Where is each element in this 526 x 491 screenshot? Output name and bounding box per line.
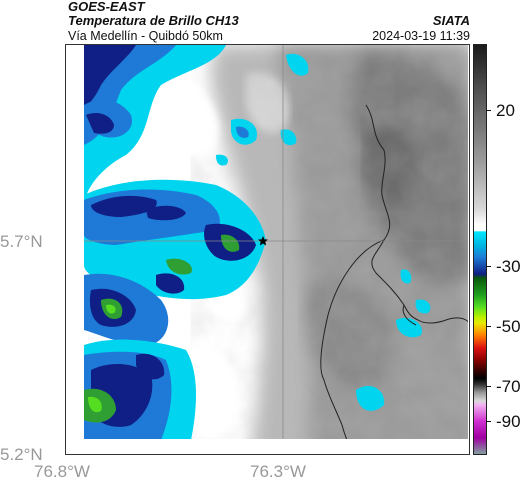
region-label: Vía Medellín - Quibdó 50km [68,29,223,43]
colorbar-tick-m90 [486,421,491,422]
satellite-title: GOES-EAST [68,0,145,14]
lon-label-76-8: 76.8°W [34,462,90,481]
colorbar-tick-m30 [486,266,491,267]
product-title: Temperatura de Brillo CH13 [68,13,239,28]
datetime-label: 2024-03-19 11:39 [372,29,470,43]
lon-label-76-3: 76.3°W [250,462,306,481]
colorbar [473,44,487,455]
no-data-strip-right [468,45,469,454]
no-data-strip [66,439,469,454]
star-marker[interactable] [258,236,268,246]
no-data-strip-left [66,45,84,454]
coastline [320,104,469,454]
colorbar-label-m90: -90 [496,412,521,431]
colorbar-label-m50: -50 [496,317,521,336]
colorbar-tick-m50 [486,326,491,327]
colorbar-tick-m70 [486,386,491,387]
colorbar-label-m30: -30 [496,257,521,276]
colorbar-label-m70: -70 [496,377,521,396]
lat-label-5-7: 5.7°N [0,232,43,251]
grey-cloud-field [211,45,469,454]
colorbar-tick-20 [486,110,491,111]
lat-label-5-2: 5.2°N [0,445,43,464]
colorbar-label-20: 20 [496,101,515,120]
satellite-map[interactable] [65,44,470,455]
agency-label: SIATA [432,13,470,28]
grid-lines [66,45,469,454]
cold-cloud-regions [84,45,431,454]
